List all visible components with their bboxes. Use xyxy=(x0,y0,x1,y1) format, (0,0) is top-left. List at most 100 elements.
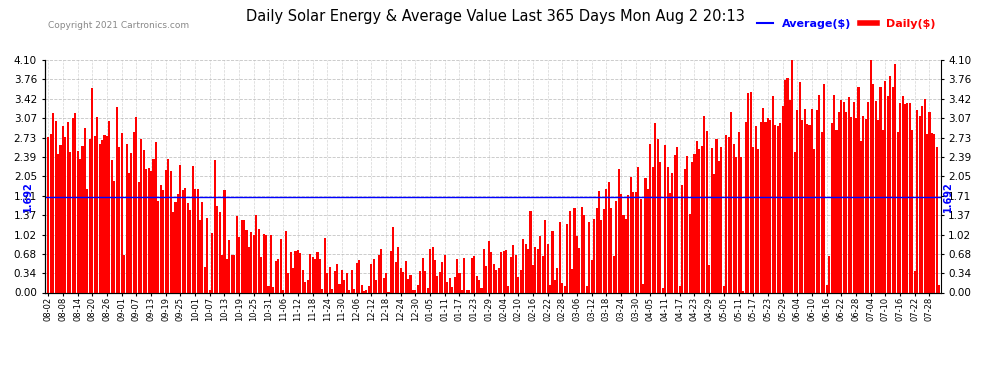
Bar xyxy=(260,257,262,292)
Bar xyxy=(162,190,164,292)
Bar xyxy=(598,191,600,292)
Bar xyxy=(532,265,534,292)
Bar xyxy=(468,290,470,292)
Bar xyxy=(86,189,88,292)
Bar xyxy=(226,259,228,292)
Bar xyxy=(69,152,71,292)
Bar xyxy=(674,156,676,292)
Bar xyxy=(385,273,387,292)
Bar xyxy=(646,189,649,292)
Bar xyxy=(744,122,746,292)
Bar xyxy=(669,193,671,292)
Bar xyxy=(331,288,334,292)
Bar xyxy=(902,96,904,292)
Bar xyxy=(192,166,194,292)
Bar xyxy=(204,267,206,292)
Bar xyxy=(561,284,563,292)
Bar xyxy=(576,236,578,292)
Bar xyxy=(146,169,148,292)
Bar xyxy=(735,158,738,292)
Bar xyxy=(138,183,140,292)
Bar xyxy=(726,135,728,292)
Bar xyxy=(879,87,881,292)
Bar xyxy=(164,170,166,292)
Bar xyxy=(754,126,756,292)
Bar xyxy=(701,146,703,292)
Bar xyxy=(872,84,874,292)
Bar xyxy=(921,106,924,292)
Bar xyxy=(429,249,431,292)
Bar xyxy=(108,121,111,292)
Bar xyxy=(934,134,936,292)
Bar xyxy=(789,100,791,292)
Bar xyxy=(914,272,916,292)
Bar xyxy=(236,216,238,292)
Bar xyxy=(679,286,681,292)
Bar xyxy=(348,290,350,292)
Bar xyxy=(126,144,128,292)
Bar xyxy=(368,286,370,292)
Bar xyxy=(488,241,490,292)
Bar xyxy=(415,290,417,292)
Bar xyxy=(929,112,931,292)
Bar xyxy=(214,160,216,292)
Bar xyxy=(630,177,632,292)
Bar xyxy=(740,157,742,292)
Bar xyxy=(850,117,852,292)
Bar xyxy=(91,88,93,292)
Bar xyxy=(324,238,326,292)
Bar xyxy=(133,132,135,292)
Bar xyxy=(495,270,497,292)
Bar xyxy=(355,263,357,292)
Bar xyxy=(196,189,199,292)
Bar xyxy=(794,152,796,292)
Bar xyxy=(231,255,233,292)
Bar xyxy=(912,130,914,292)
Bar xyxy=(150,171,152,292)
Bar xyxy=(867,102,869,292)
Bar xyxy=(841,100,842,292)
Bar xyxy=(640,198,642,292)
Bar xyxy=(828,256,831,292)
Bar xyxy=(510,257,512,292)
Bar xyxy=(427,288,429,292)
Bar xyxy=(608,182,610,292)
Bar xyxy=(182,190,184,292)
Bar xyxy=(341,270,343,292)
Bar xyxy=(229,240,231,292)
Bar xyxy=(706,131,708,292)
Bar xyxy=(498,268,500,292)
Bar xyxy=(842,102,844,292)
Bar xyxy=(656,139,658,292)
Bar xyxy=(257,230,259,292)
Bar xyxy=(644,177,646,292)
Bar xyxy=(907,102,909,292)
Bar xyxy=(814,148,816,292)
Bar xyxy=(708,264,710,292)
Bar xyxy=(84,128,86,292)
Bar xyxy=(265,235,267,292)
Bar xyxy=(777,126,779,292)
Bar xyxy=(563,286,565,292)
Bar xyxy=(400,268,402,292)
Bar xyxy=(618,169,620,292)
Bar xyxy=(551,231,553,292)
Bar xyxy=(277,260,279,292)
Bar xyxy=(167,159,169,292)
Bar xyxy=(681,185,683,292)
Bar xyxy=(59,144,61,292)
Bar xyxy=(638,166,640,292)
Bar xyxy=(262,234,264,292)
Bar xyxy=(806,124,808,292)
Bar xyxy=(89,140,91,292)
Bar xyxy=(224,190,226,292)
Bar xyxy=(936,147,938,292)
Bar xyxy=(116,106,118,292)
Bar xyxy=(172,212,174,292)
Bar xyxy=(81,147,83,292)
Bar xyxy=(833,94,835,292)
Bar xyxy=(767,118,769,292)
Bar xyxy=(221,255,223,292)
Bar xyxy=(344,280,346,292)
Bar xyxy=(121,133,123,292)
